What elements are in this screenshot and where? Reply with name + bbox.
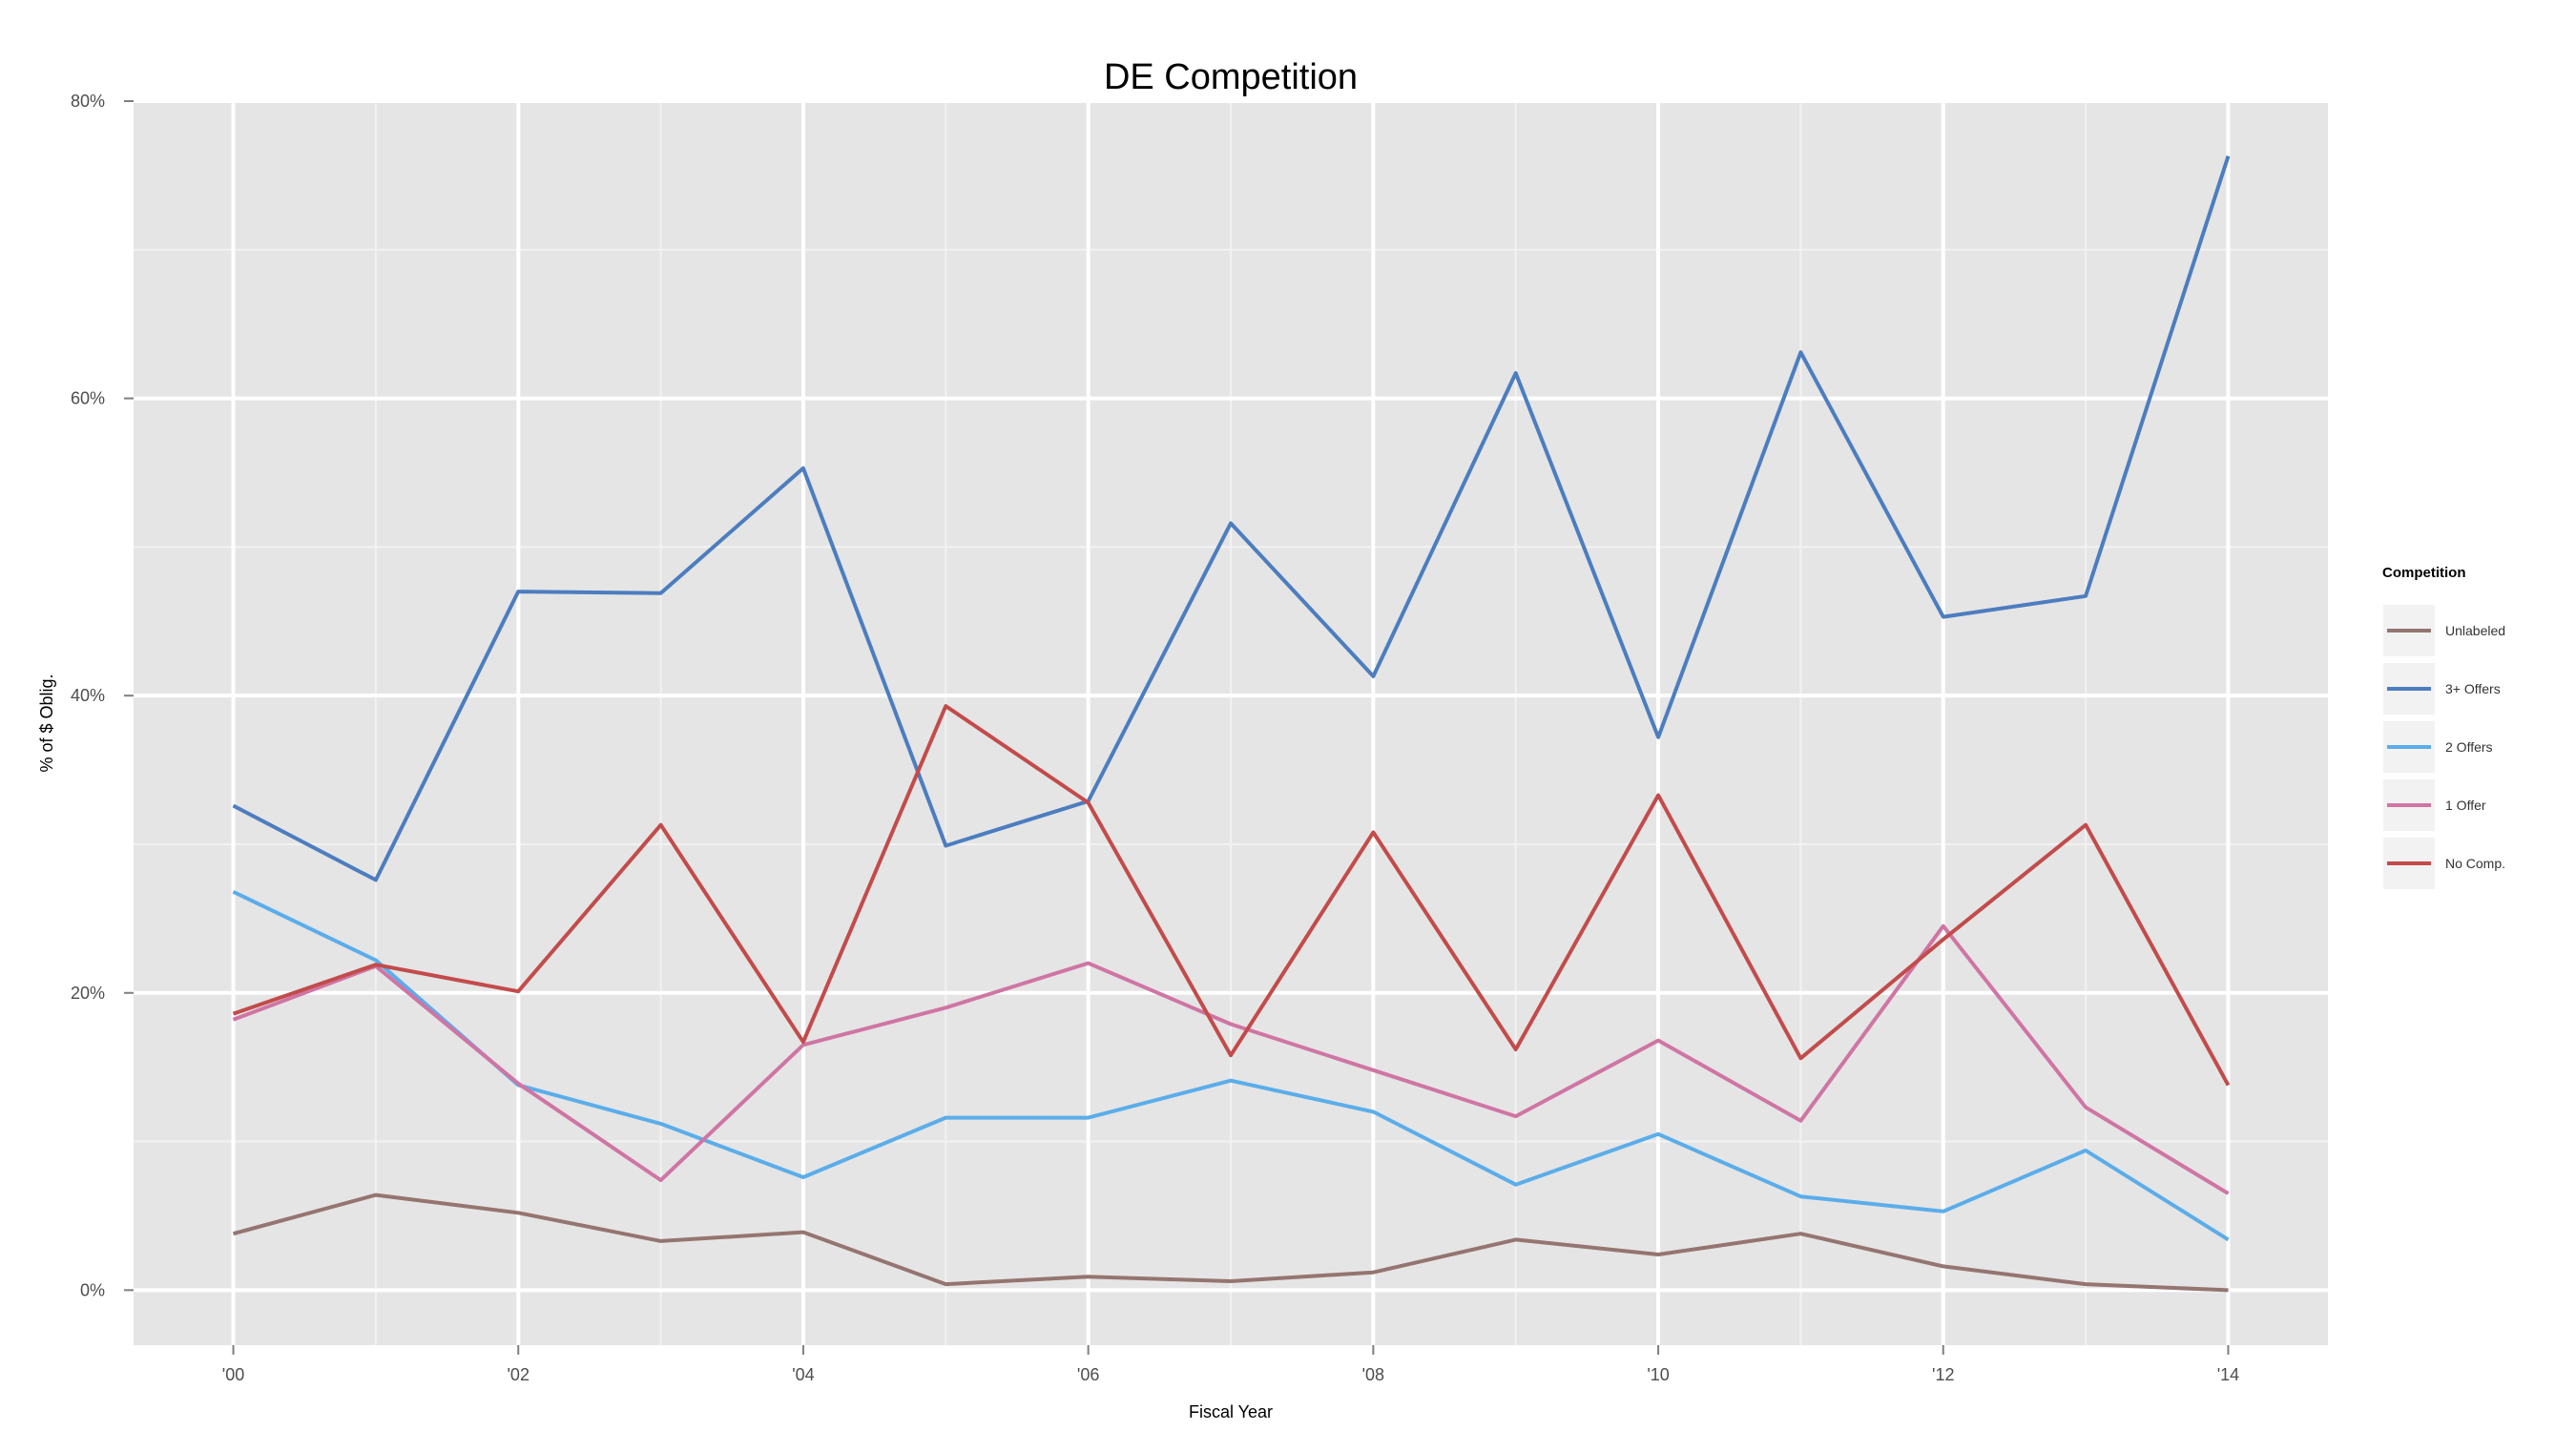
x-axis-title: Fiscal Year: [1189, 1402, 1273, 1421]
y-tick-label: 80%: [71, 92, 105, 111]
x-tick-label: '14: [2217, 1365, 2239, 1384]
legend-title: Competition: [2382, 565, 2466, 581]
major-gridlines: [134, 99, 2328, 1345]
minor-gridlines: [134, 101, 2328, 1345]
series-line: [232, 923, 2230, 1195]
x-tick-label: '06: [1077, 1365, 1099, 1384]
x-tick-label: '02: [508, 1365, 530, 1384]
y-axis: 0% 20% 40% 60% 80%: [71, 92, 134, 1299]
series-line: [232, 1192, 2229, 1293]
x-tick-label: '10: [1647, 1365, 1669, 1384]
x-tick-label: '00: [222, 1365, 244, 1384]
legend-label: 2 Offers: [2445, 739, 2493, 755]
legend-label: 3+ Offers: [2445, 681, 2501, 696]
y-tick-label: 60%: [71, 389, 105, 408]
legend-label: Unlabeled: [2445, 623, 2505, 638]
series-line: [232, 704, 2231, 1087]
series-lines: [232, 155, 2231, 1293]
legend-label: No Comp.: [2445, 856, 2505, 871]
x-axis: '00 '02 '04 '06 '08 '10 '12 '14: [222, 1345, 2239, 1384]
y-axis-title: % of $ Oblig.: [37, 674, 56, 772]
y-tick-label: 40%: [71, 686, 105, 705]
x-tick-label: '08: [1362, 1365, 1384, 1384]
legend: Competition Unlabeled 3+ Offers 2 Offers 1 …: [2381, 565, 2505, 891]
y-tick-label: 0%: [80, 1280, 105, 1299]
series-line: [232, 155, 2231, 882]
legend-label: 1 Offer: [2445, 798, 2486, 813]
series-line: [232, 889, 2230, 1242]
chart-title: DE Competition: [1104, 57, 1358, 97]
y-tick-label: 20%: [71, 984, 105, 1003]
x-tick-label: '04: [792, 1365, 814, 1384]
x-tick-label: '12: [1932, 1365, 1954, 1384]
